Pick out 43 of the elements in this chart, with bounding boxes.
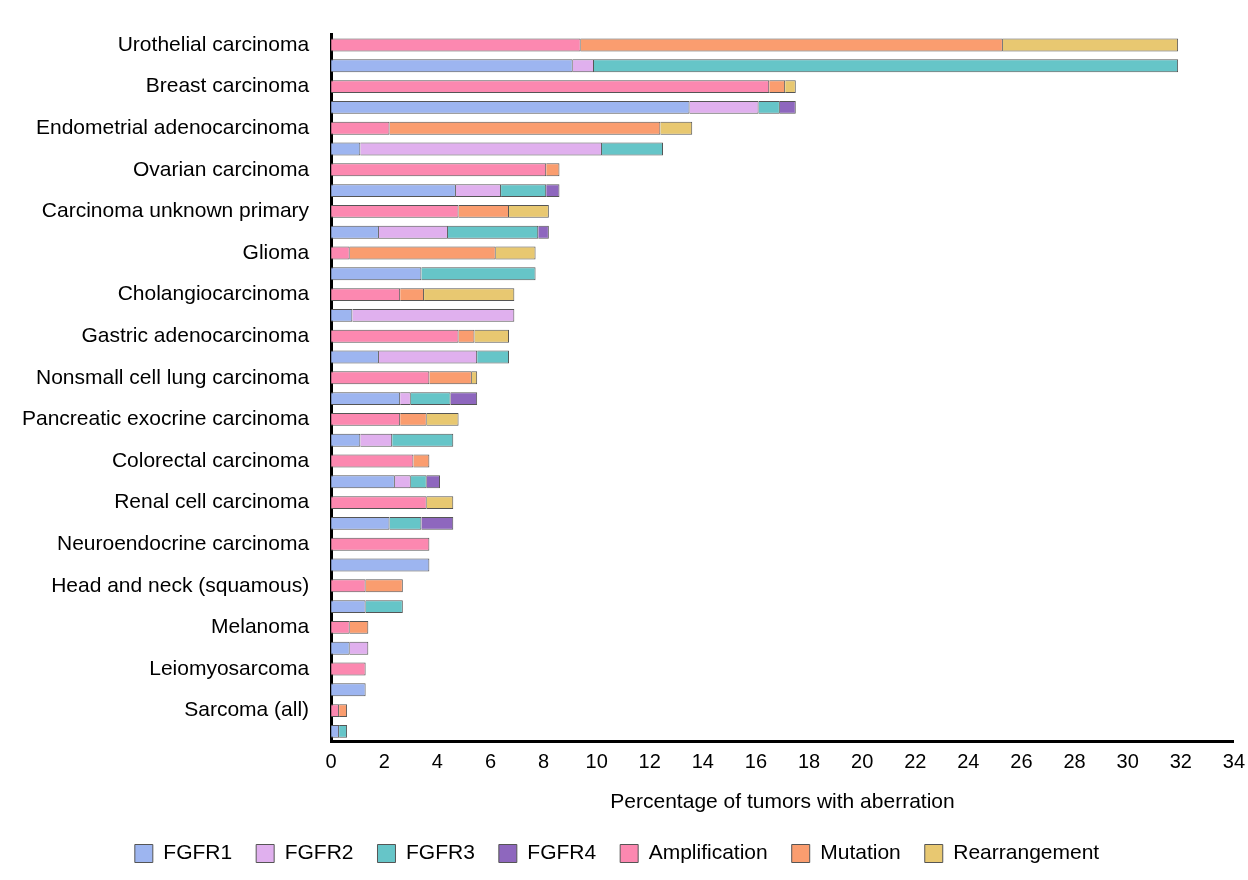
x-tick-label: 22 [904, 750, 927, 773]
x-tick-label: 14 [691, 750, 714, 773]
legend-label: FGFR2 [284, 840, 354, 864]
y-tick-label: Endometrial adenocarcinoma [35, 115, 310, 138]
y-tick-label: Gastric adenocarcinoma [81, 323, 310, 346]
x-tick-label: 4 [431, 750, 443, 773]
x-tick-label: 20 [851, 750, 874, 773]
y-tick-label: Urothelial carcinoma [117, 31, 310, 55]
x-tick-label: 34 [1222, 750, 1245, 773]
y-tick-label: Neuroendocrine carcinoma [56, 531, 310, 554]
legend-label: Mutation [820, 840, 901, 864]
x-tick-label: 30 [1116, 750, 1139, 773]
y-tick-label: Melanoma [211, 614, 310, 638]
y-tick-label: Pancreatic exocrine carcinoma [21, 406, 310, 430]
y-tick-label: Cholangiocarcinoma [117, 281, 310, 305]
x-tick-label: 8 [537, 750, 550, 773]
y-tick-label: Leiomyosarcoma [149, 655, 310, 679]
legend-label: FGFR1 [163, 840, 233, 864]
legend-label: FGFR3 [406, 840, 475, 864]
x-tick-label: 10 [585, 750, 608, 773]
y-tick-label: Glioma [242, 239, 310, 263]
y-tick-label: Nonsmall cell lung carcinoma [36, 364, 310, 388]
x-axis-title: Percentage of tumors with aberration [610, 789, 955, 813]
legend-label: FGFR4 [527, 840, 597, 864]
legend-label: Rearrangement [953, 840, 1100, 864]
y-tick-label: Head and neck (squamous) [51, 572, 310, 596]
y-tick-label: Sarcoma (all) [184, 697, 310, 721]
x-tick-label: 26 [1010, 750, 1033, 773]
y-tick-label: Breast carcinoma [145, 73, 310, 97]
legend-label: Amplification [648, 840, 768, 864]
y-tick-label: Renal cell carcinoma [114, 489, 310, 513]
x-tick-label: 6 [484, 750, 496, 773]
x-tick-label: 16 [744, 750, 768, 773]
x-tick-label: 28 [1063, 750, 1086, 773]
y-tick-label: Ovarian carcinoma [132, 156, 310, 180]
y-tick-label: Carcinoma unknown primary [41, 198, 310, 222]
x-tick-label: 24 [957, 750, 980, 773]
x-tick-label: 2 [378, 750, 390, 773]
x-tick-label: 32 [1169, 750, 1192, 773]
x-tick-label: 12 [638, 750, 661, 773]
x-tick-label: 0 [325, 750, 337, 773]
x-tick-label: 18 [797, 750, 821, 773]
y-tick-label: Colorectal carcinoma [111, 447, 310, 471]
